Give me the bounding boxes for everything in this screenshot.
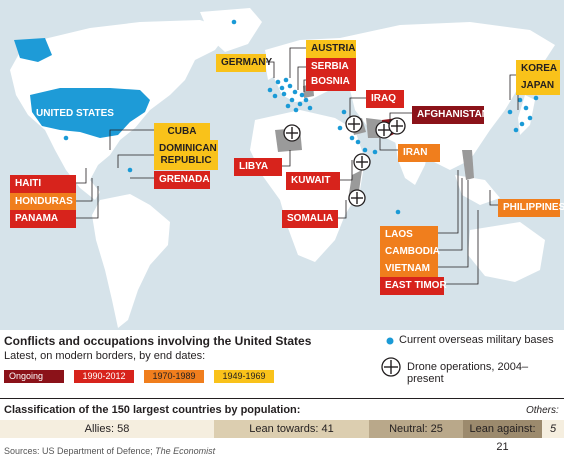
military-bases <box>63 19 539 215</box>
tag-dominican-republic: DOMINICAN REPUBLIC <box>154 140 218 170</box>
country-united-states <box>30 88 150 138</box>
others-label: Others: <box>526 405 559 416</box>
us-label: UNITED STATES <box>36 108 114 119</box>
tag-haiti: HAITI <box>10 175 76 193</box>
landmass-greenland <box>200 8 262 52</box>
world-map: UNITED STATES CUBA DOMINICAN REPUBLIC GR… <box>0 0 564 330</box>
country-indochina <box>462 150 474 180</box>
tag-east-timor: EAST TIMOR <box>380 277 447 295</box>
source-prefix: Sources: US Department of Defence; <box>4 446 156 456</box>
tag-austria: AUSTRIA <box>306 40 356 58</box>
tag-panama: PANAMA <box>10 210 76 228</box>
drone-markers <box>283 115 406 207</box>
drone-icon <box>381 357 401 377</box>
tag-serbia: SERBIA <box>306 58 356 76</box>
chart-title: Conflicts and occupations involving the … <box>4 334 312 348</box>
drone-marker-crosses <box>286 118 403 204</box>
bar-lean-against: Lean against: 21 <box>463 420 542 453</box>
bar-neutral: Neutral: 25 <box>369 420 463 438</box>
leader-lines <box>76 47 519 285</box>
legend-1970-1989: 1970-1989 <box>144 370 204 383</box>
tag-vietnam: VIETNAM <box>380 260 438 278</box>
source-italic: The Economist <box>155 446 216 456</box>
legend-drones: Drone operations, 2004–present <box>407 361 529 385</box>
tag-cuba: CUBA <box>154 123 210 141</box>
tag-somalia: SOMALIA <box>282 210 338 228</box>
tag-cambodia: CAMBODIA <box>380 243 440 261</box>
world-map-svg <box>10 8 555 328</box>
landmass-southeast-asia <box>455 175 500 205</box>
tag-libya: LIBYA <box>234 158 282 176</box>
legend-bases: Current overseas military bases <box>399 334 554 346</box>
tag-kuwait: KUWAIT <box>286 172 340 190</box>
source-note: Sources: US Department of Defence; The E… <box>4 446 215 456</box>
tag-laos: LAOS <box>380 226 438 244</box>
bar-others: 5 <box>542 420 564 438</box>
tag-iraq: IRAQ <box>366 90 404 108</box>
tag-afghanistan: AFGHANISTAN <box>412 106 489 124</box>
chart-subtitle: Latest, on modern borders, by end dates: <box>4 350 206 362</box>
base-dot-icon <box>386 337 394 345</box>
legend-1990-2012: 1990-2012 <box>74 370 134 383</box>
tag-honduras: HONDURAS <box>10 193 76 211</box>
landmass-south-america <box>92 194 170 328</box>
tag-bosnia: BOSNIA <box>306 73 356 91</box>
tag-grenada: GRENADA <box>154 171 210 189</box>
classification-title: Classification of the 150 largest countr… <box>4 404 301 416</box>
legend-ongoing: Ongoing <box>4 370 64 383</box>
tag-iran: IRAN <box>398 144 440 162</box>
bar-allies: Allies: 58 <box>0 420 214 438</box>
tag-japan: JAPAN <box>516 77 560 95</box>
tag-germany: GERMANY <box>216 54 272 72</box>
divider <box>0 398 564 399</box>
tag-korea: KOREA <box>516 60 560 78</box>
tag-philippines: PHILIPPINES <box>498 199 564 217</box>
bar-lean-towards: Lean towards: 41 <box>214 420 369 438</box>
landmass-australia <box>468 222 545 282</box>
country-alaska <box>14 38 52 62</box>
legend-1949-1969: 1949-1969 <box>214 370 274 383</box>
